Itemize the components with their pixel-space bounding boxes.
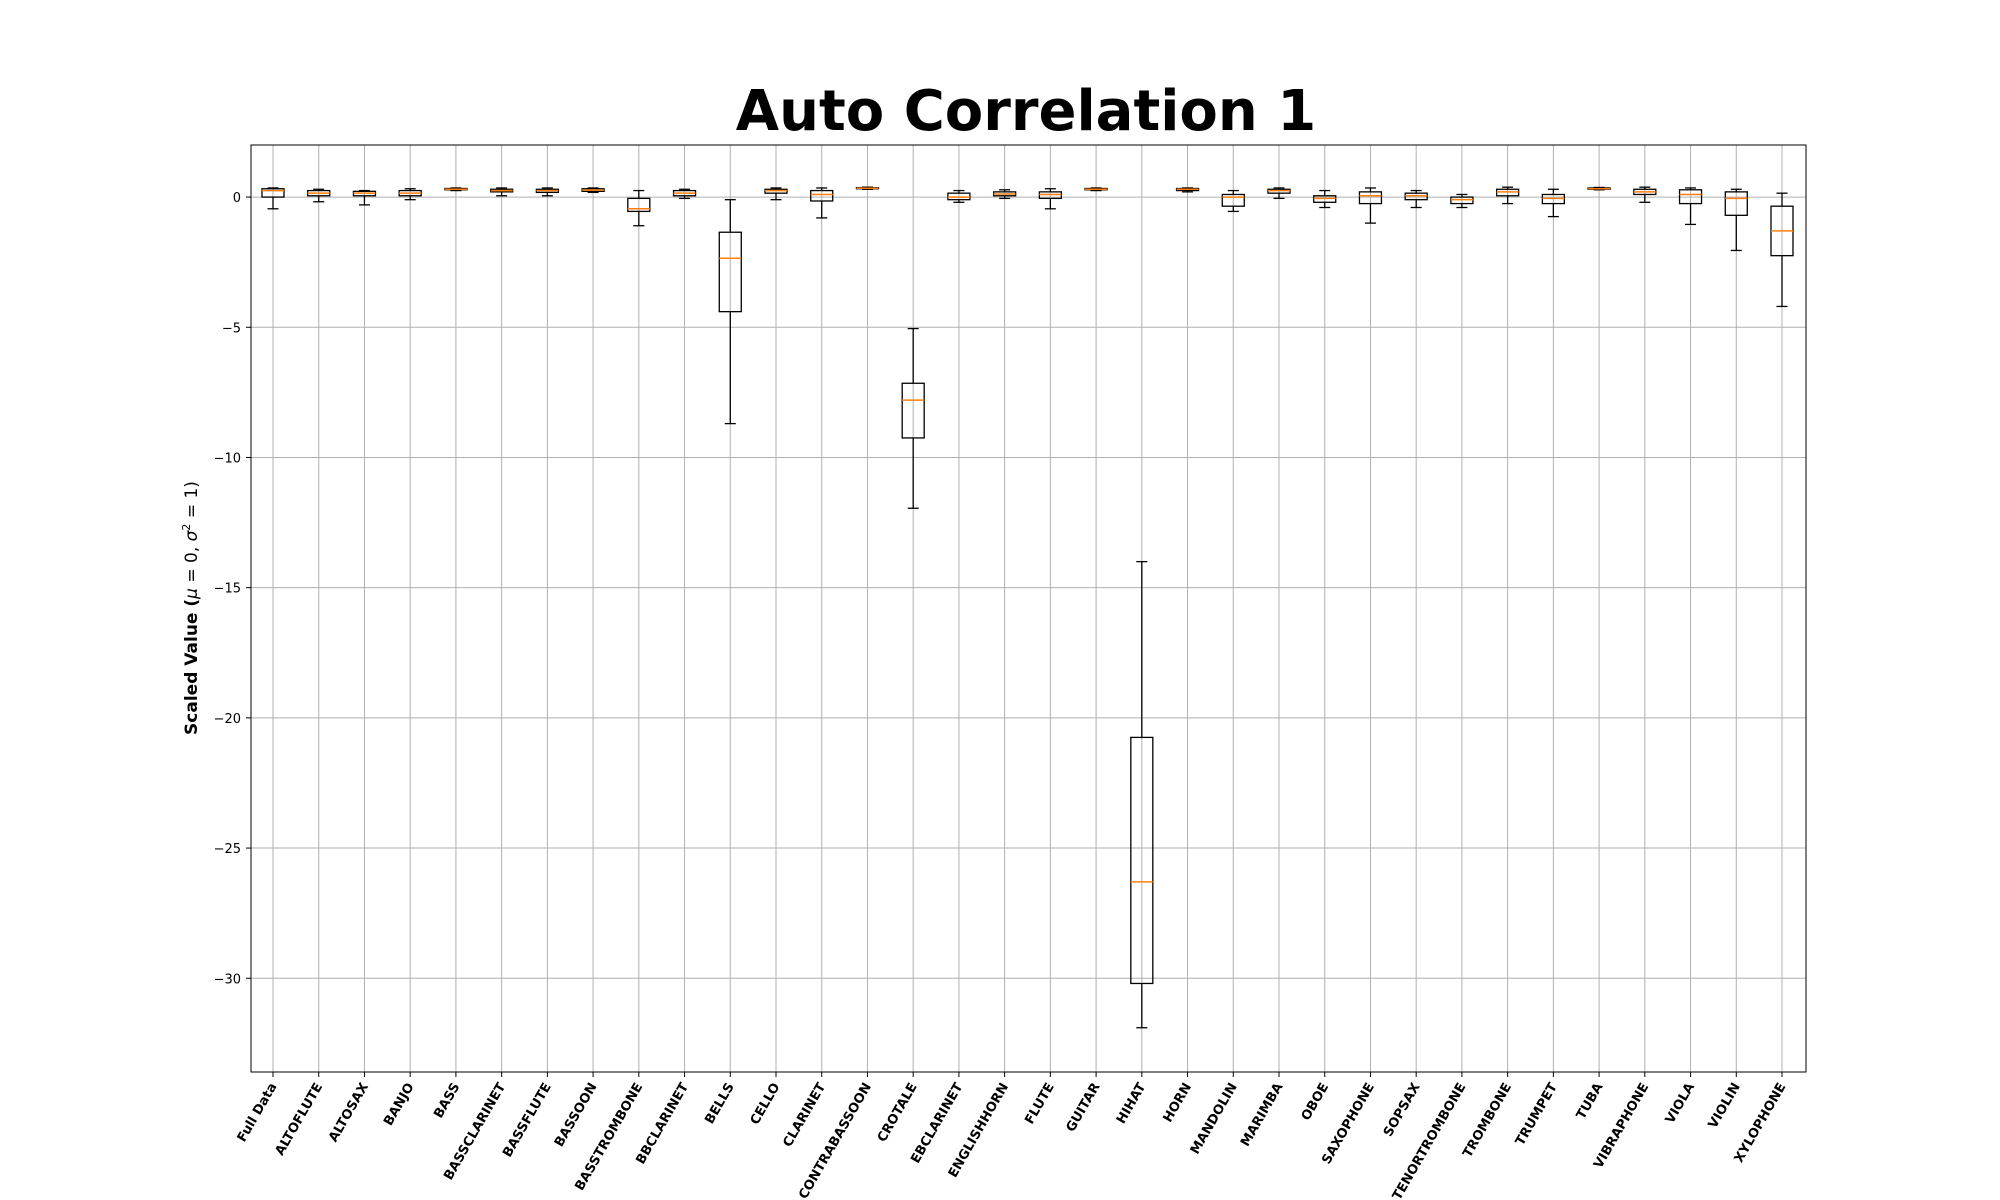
box-englishhorn — [992, 189, 1017, 200]
grid-lines — [251, 145, 1806, 1072]
box-saxophone — [1358, 187, 1383, 224]
y-tick-label: −10 — [214, 451, 241, 466]
chart-title: Auto Correlation 1 — [736, 79, 1316, 144]
box-bassflute — [535, 187, 560, 197]
x-tick-label: ALTOSAX — [326, 1081, 372, 1145]
x-tick-label: TRUMPET — [1513, 1080, 1561, 1148]
box-cello — [764, 187, 788, 201]
box-full-data — [261, 187, 285, 210]
y-tick-label: −30 — [214, 972, 241, 987]
x-tick-label: HIHAT — [1114, 1080, 1149, 1126]
x-tick-label: BASSFLUTE — [500, 1081, 555, 1160]
x-tick-label: MARIMBA — [1238, 1081, 1286, 1150]
y-axis-ticks: 0 −5 −10 −15 −20 −25 −30 — [214, 191, 251, 987]
x-tick-label: GUITAR — [1064, 1081, 1104, 1135]
box-violin — [1724, 188, 1748, 252]
plot-area-frame — [250, 144, 1807, 1073]
box-bbclarinet — [672, 188, 697, 200]
x-tick-label: HORN — [1161, 1081, 1195, 1126]
x-tick-label: BASSOON — [552, 1081, 601, 1150]
iqr-box — [1130, 736, 1154, 985]
x-tick-label: CLARINET — [781, 1080, 830, 1149]
y-tick-label: −15 — [214, 582, 241, 597]
y-axis-label: Scaled Value (μ = 0, σ2 = 1) — [180, 481, 202, 735]
x-tick-label: ALTOFLUTE — [273, 1081, 327, 1159]
box-tenortrombone — [1450, 193, 1474, 209]
x-tick-label: OBOE — [1299, 1081, 1332, 1124]
y-label-mid: = 0, — [182, 541, 202, 588]
box-ebclarinet — [947, 189, 971, 203]
box-basstrombone — [627, 189, 651, 227]
y-tick-label: −5 — [222, 321, 241, 336]
iqr-box — [810, 189, 834, 202]
box-flute — [1038, 188, 1063, 210]
box-clarinet — [810, 187, 834, 219]
box-tuba — [1587, 186, 1611, 191]
box-sopsax — [1404, 189, 1428, 209]
x-tick-label: VIOLA — [1663, 1081, 1698, 1127]
iqr-box — [718, 231, 742, 313]
x-tick-label: BELLS — [702, 1081, 737, 1127]
x-tick-label: TROMBONE — [1460, 1081, 1515, 1161]
iqr-box — [627, 197, 651, 213]
box-xylophone — [1770, 192, 1794, 308]
x-tick-label: FLUTE — [1022, 1081, 1057, 1127]
y-tick-label: −25 — [214, 842, 241, 857]
box-hihat — [1130, 560, 1154, 1029]
iqr-box — [1221, 193, 1245, 207]
box-altoflute — [307, 188, 331, 203]
box-viola — [1678, 187, 1703, 226]
box-mandolin — [1221, 189, 1245, 213]
box-altosax — [352, 189, 377, 206]
x-tick-label: CELLO — [748, 1081, 784, 1128]
box-trumpet — [1541, 188, 1566, 218]
y-tick-label: 0 — [233, 191, 241, 206]
x-tick-label: TUBA — [1574, 1081, 1607, 1123]
x-tick-label: VIOLIN — [1706, 1081, 1744, 1132]
box-banjo — [398, 188, 422, 201]
box-horn — [1175, 187, 1200, 193]
box-bassclarinet — [489, 187, 514, 197]
iqr-box — [901, 382, 925, 439]
box-crotale — [901, 327, 925, 509]
x-tick-label: CROTALE — [875, 1081, 921, 1145]
x-tick-label: Full Data — [235, 1081, 281, 1145]
box-contrabassoon — [855, 186, 880, 190]
x-tick-label: SOPSAX — [1381, 1081, 1424, 1140]
iqr-box — [261, 188, 285, 198]
y-label-sigma: σ — [182, 529, 202, 541]
y-label-prefix: Scaled Value ( — [182, 599, 202, 735]
iqr-box — [1358, 191, 1383, 205]
box-guitar — [1084, 187, 1108, 192]
box-vibraphone — [1633, 186, 1657, 203]
box-bells — [718, 199, 742, 425]
box-marimba — [1267, 187, 1291, 200]
box-trombone — [1495, 186, 1520, 205]
y-label-mu: μ — [182, 588, 202, 600]
x-tick-label: BANJO — [381, 1081, 417, 1129]
box-bass — [444, 187, 468, 192]
x-tick-label: BASS — [431, 1081, 463, 1122]
y-label-superscript: 2 — [180, 524, 193, 531]
iqr-box — [1678, 189, 1703, 205]
iqr-box — [1724, 191, 1748, 216]
y-tick-label: −20 — [214, 712, 241, 727]
y-label-suffix: = 1) — [182, 481, 202, 524]
box-oboe — [1313, 189, 1337, 209]
box-bassoon — [581, 187, 605, 194]
box-series — [261, 186, 1794, 1029]
x-tick-label: MANDOLIN — [1188, 1081, 1241, 1158]
